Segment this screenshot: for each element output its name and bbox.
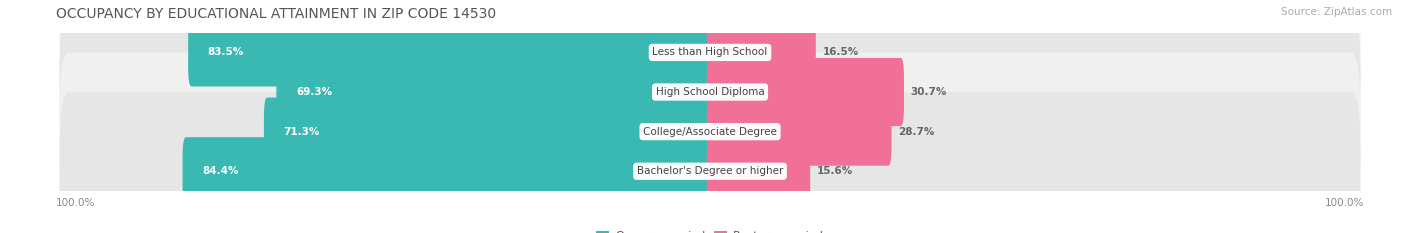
Text: 15.6%: 15.6% xyxy=(817,166,853,176)
Text: 84.4%: 84.4% xyxy=(202,166,239,176)
Text: Less than High School: Less than High School xyxy=(652,48,768,57)
FancyBboxPatch shape xyxy=(59,13,1361,171)
FancyBboxPatch shape xyxy=(707,18,815,86)
Text: College/Associate Degree: College/Associate Degree xyxy=(643,127,778,137)
FancyBboxPatch shape xyxy=(59,92,1361,233)
FancyBboxPatch shape xyxy=(264,98,713,166)
Text: OCCUPANCY BY EDUCATIONAL ATTAINMENT IN ZIP CODE 14530: OCCUPANCY BY EDUCATIONAL ATTAINMENT IN Z… xyxy=(56,7,496,21)
Text: 71.3%: 71.3% xyxy=(284,127,321,137)
Text: Source: ZipAtlas.com: Source: ZipAtlas.com xyxy=(1281,7,1392,17)
FancyBboxPatch shape xyxy=(707,137,810,205)
FancyBboxPatch shape xyxy=(59,0,1361,132)
FancyBboxPatch shape xyxy=(707,98,891,166)
FancyBboxPatch shape xyxy=(59,52,1361,211)
Text: Bachelor's Degree or higher: Bachelor's Degree or higher xyxy=(637,166,783,176)
Text: 16.5%: 16.5% xyxy=(823,48,859,57)
Text: 83.5%: 83.5% xyxy=(208,48,245,57)
Text: 69.3%: 69.3% xyxy=(295,87,332,97)
Text: 28.7%: 28.7% xyxy=(898,127,935,137)
FancyBboxPatch shape xyxy=(707,58,904,126)
Legend: Owner-occupied, Renter-occupied: Owner-occupied, Renter-occupied xyxy=(592,226,828,233)
FancyBboxPatch shape xyxy=(188,18,713,86)
FancyBboxPatch shape xyxy=(183,137,713,205)
Text: 100.0%: 100.0% xyxy=(56,198,96,208)
Text: 100.0%: 100.0% xyxy=(1324,198,1364,208)
FancyBboxPatch shape xyxy=(277,58,713,126)
Text: High School Diploma: High School Diploma xyxy=(655,87,765,97)
Text: 30.7%: 30.7% xyxy=(911,87,946,97)
